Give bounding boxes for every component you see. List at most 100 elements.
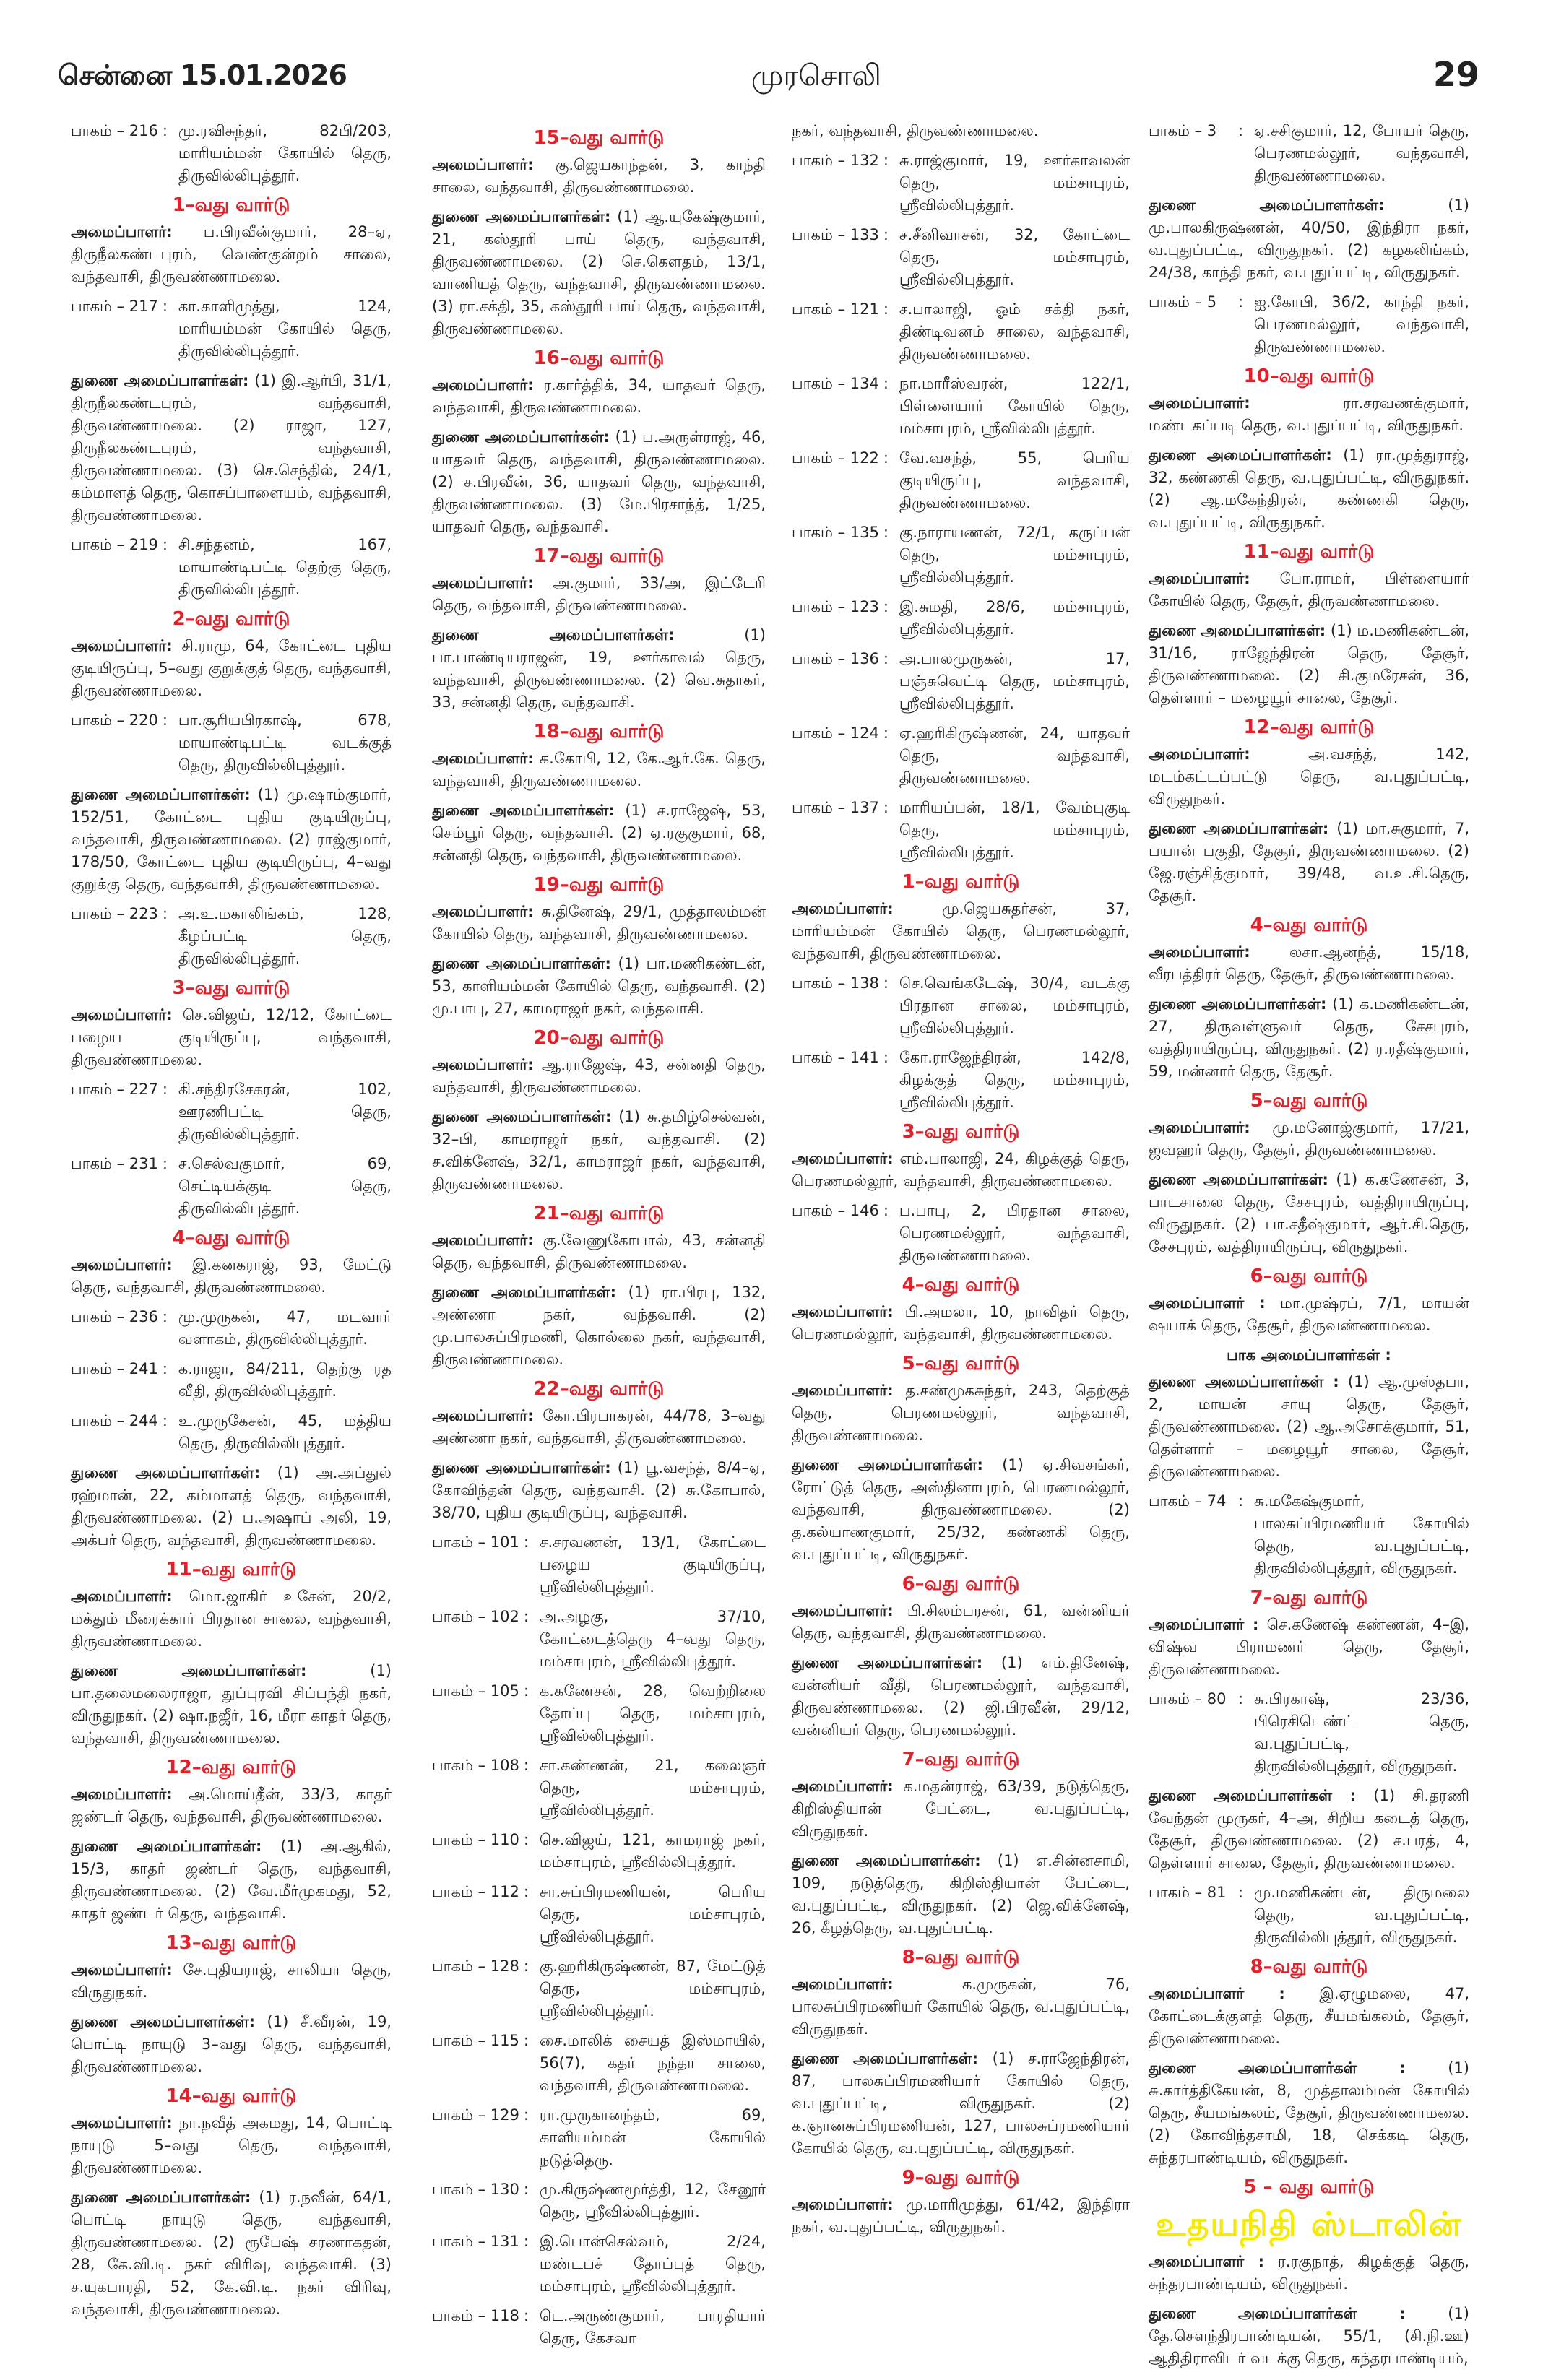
ward-heading: 5–வது வார்டு (902, 1353, 1020, 1375)
member-details: (1) மு.பாலகிருஷ்ணன், 40/50, இந்திரா நகர்… (1149, 196, 1469, 281)
member-details: அ.மொய்தீன், 33/3, காதர் ஜண்டர் தெரு, வந்… (71, 1786, 392, 1825)
ward-heading: 15–வது வார்டு (533, 127, 665, 149)
role-label: அமைப்பாளர்: (792, 1382, 894, 1399)
role-label: துணை அமைப்பாளர்கள்: (71, 2189, 251, 2206)
role-label: அமைப்பாளர்: (71, 637, 173, 654)
role-label: அமைப்பாளர் : (1149, 1294, 1266, 1312)
member-entry: துணை அமைப்பாளர்கள்: (1) மா.சுகுமார், 7, … (1149, 818, 1469, 907)
member-entry: அமைப்பாளர் : மா.முஷ்ரப், 7/1, மாயன் ஷயாக… (1149, 1292, 1469, 1337)
booth-details: பா.சூரியபிரகாஷ், 678, மாயாண்டிபட்டி வடக்… (178, 711, 392, 774)
member-entry: துணை அமைப்பாளர்கள்: (1) எ.சின்னசாமி, 109… (792, 1850, 1130, 1939)
booth-label: பாகம் – 138 (792, 974, 879, 992)
member-details: (1) சு.தமிழ்செல்வன், 32–பி, காமராஜர் நகர… (432, 1108, 766, 1193)
role-label: அமைப்பாளர்: (432, 156, 534, 173)
colon-separator: : (883, 974, 889, 992)
member-details: (1) சி.தரணி வேந்தன் முருகர், 4–அ, சிறிய … (1149, 1787, 1469, 1871)
booth-entry: பாகம் – 129: ரா.முருகானந்தம், 69, காளியம்… (432, 2104, 766, 2171)
member-details: நகர், வந்தவாசி, திருவண்ணாமலை. (792, 122, 1039, 139)
colon-separator: : (523, 1883, 529, 1900)
role-label: துணை அமைப்பாளர்கள்: (792, 1456, 983, 1474)
member-details: மா.முஷ்ரப், 7/1, மாயன் ஷயாக் தெரு, தேசூர… (1149, 1294, 1469, 1334)
ward-heading: 22–வது வார்டு (533, 1378, 665, 1400)
booth-label: பாகம் – 135 (792, 524, 879, 541)
member-entry: அமைப்பாளர்: கோ.பிரபாகரன், 44/78, 3–வது அ… (432, 1405, 766, 1450)
member-entry: அமைப்பாளர் : செ.கணேஷ் கண்ணன், 4–இ, விஷ்வ… (1149, 1614, 1469, 1681)
role-label: அமைப்பாளர்: (432, 750, 534, 767)
ward-heading: 7–வது வார்டு (1250, 1587, 1368, 1609)
booth-entry: பாகம் – 141: கோ.ராஜேந்திரன், 142/8, கிழக்… (792, 1047, 1130, 1114)
colon-separator: : (883, 1202, 889, 1219)
booth-entry: பாகம் – 74: சு.மகேஷ்குமார், பாலசுப்பிரமணி… (1149, 1490, 1469, 1580)
member-entry: துணை அமைப்பாளர்கள்: (1) மு.பாலகிருஷ்ணன்,… (1149, 194, 1469, 284)
role-label: துணை அமைப்பாளர்கள் : (1149, 2059, 1406, 2077)
booth-details: க.கணேசன், 28, வெற்றிலை தோப்பு தெரு, மம்ச… (539, 1682, 766, 1744)
booth-label: பாகம் – 133 (792, 226, 879, 243)
member-entry: அமைப்பாளர்: க.கோபி, 12, கே.ஆர்.கே. தெரு,… (432, 748, 766, 792)
role-label: அமைப்பாளர் : (1149, 1985, 1285, 2002)
page-number: 29 (1432, 55, 1479, 94)
member-entry: அமைப்பாளர் : இ.ஏழுமலை, 47, கோட்டைக்குளத்… (1149, 1983, 1469, 2050)
booth-details: ஏ.சசிகுமார், 12, போயர் தெரு, பெரணமல்லூர்… (1254, 122, 1469, 184)
booth-details: அ.பாலமுருகன், 17, பஞ்சுவெட்டி தெரு, மம்ச… (899, 650, 1130, 712)
ward-heading: 11–வது வார்டு (165, 1559, 297, 1580)
role-label: துணை அமைப்பாளர்கள்: (432, 1459, 611, 1476)
role-label: அமைப்பாளர்: (71, 1786, 173, 1803)
role-label: துணை அமைப்பாளர்கள்: (1149, 622, 1326, 639)
booth-entry: பாகம் – 5: ஐ.கோபி, 36/2, காந்தி நகர், பெர… (1149, 291, 1469, 358)
member-entry: துணை அமைப்பாளர்கள்: (1) பா.மணிகண்டன், 53… (432, 953, 766, 1020)
ward-heading: 3–வது வார்டு (902, 1121, 1020, 1143)
booth-entry: பாகம் – 115: சை.மாலிக் சையத் இஸ்மாயில், 5… (432, 2030, 766, 2097)
ward-heading: 21–வது வார்டு (533, 1203, 665, 1224)
colon-separator: : (162, 711, 168, 729)
booth-details: நா.மாரீஸ்வரன், 122/1, பிள்ளையார் கோயில் … (899, 375, 1130, 437)
role-label: அமைப்பாளர்: (1149, 745, 1250, 763)
member-details: (1) சீ.வீரன், 19, பொட்டி நாயுடு 3–வது தெ… (71, 2013, 392, 2075)
booth-entry: பாகம் – 136: அ.பாலமுருகன், 17, பஞ்சுவெட்ட… (792, 648, 1130, 715)
booth-label: பாகம் – 130 (432, 2181, 519, 2198)
ward-heading: 12–வது வார்டு (165, 1757, 297, 1778)
colon-separator: : (883, 1049, 889, 1066)
ward-heading: 2–வது வார்டு (172, 608, 290, 630)
booth-label: பாகம் – 244 (71, 1412, 158, 1429)
member-entry: துணை அமைப்பாளர்கள் : (1) சு.கார்த்திகேயன… (1149, 2057, 1469, 2169)
colon-separator: : (162, 1360, 168, 1377)
member-details: (1) ரா.பிரபு, 132, அண்ணா நகர், வந்தவாசி.… (432, 1284, 766, 1368)
member-entry: அமைப்பாளர்: சி.ராமு, 64, கோட்டை புதிய கு… (71, 635, 392, 702)
booth-entry: பாகம் – 123: இ.சுமதி, 28/6, மம்சாபுரம், ஸ… (792, 596, 1130, 641)
colon-separator: : (162, 298, 168, 315)
member-details: (1) இ.ஆர்பி, 31/1, திருநீலகண்டபுரம், வந்… (71, 372, 392, 524)
role-label: அமைப்பாளர்: (432, 1232, 534, 1249)
role-label: அமைப்பாளர்: (71, 1961, 173, 1978)
colon-separator: : (883, 375, 889, 392)
member-entry: துணை அமைப்பாளர்கள்: (1) அ.அப்துல் ரஹ்மான… (71, 1462, 392, 1552)
role-label: அமைப்பாளர்: (792, 1150, 894, 1167)
booth-label: பாகம் – 231 (71, 1155, 158, 1172)
member-details: த.சண்முகசுந்தர், 243, தெற்குத் தெரு, பெர… (792, 1382, 1130, 1444)
member-details: (1) ஆ.முஸ்தபா, 2, மாயன் சாயு தெரு, தேசூர… (1149, 1373, 1469, 1480)
member-entry: துணை அமைப்பாளர்கள்: (1) ச.ராஜேஷ், 53, செ… (432, 800, 766, 867)
member-entry: அமைப்பாளர்: எம்.பாலாஜி, 24, கிழக்குத் தெ… (792, 1148, 1130, 1193)
member-entry: அமைப்பாளர்: நா.நவீத் அகமது, 14, பொட்டி ந… (71, 2112, 392, 2179)
member-details: இ.ஏழுமலை, 47, கோட்டைக்குளத் தெரு, சீயமங்… (1149, 1985, 1469, 2047)
role-label: அமைப்பாளர்: (432, 1407, 534, 1424)
member-entry: துணை அமைப்பாளர்கள்: (1) மு.ஷாம்குமார், 1… (71, 784, 392, 896)
booth-entry: பாகம் – 227: கி.சந்திரசேகரன், 102, ஊரணிபட… (71, 1078, 392, 1146)
role-label: அமைப்பாளர் : (1149, 1616, 1259, 1633)
role-label: துணை அமைப்பாளர்கள்: (432, 626, 675, 644)
member-details: (1) ஆ.யுகேஷ்குமார், 21, கஸ்தூரி பாய் தெர… (432, 208, 766, 337)
member-details: க.மதன்ராஜ், 63/39, நடுத்தெரு, கிறிஸ்தியா… (792, 1778, 1130, 1840)
colon-separator: : (883, 152, 889, 169)
colon-separator: : (162, 122, 168, 139)
booth-details: கு.நாராயணன், 72/1, கருப்பன் தெரு, மம்சாப… (899, 524, 1130, 586)
colon-separator: : (883, 524, 889, 541)
ward-heading: 8–வது வார்டு (1250, 1956, 1368, 1978)
ward-heading: 9–வது வார்டு (902, 2167, 1020, 2189)
booth-entry: பாகம் – 231: ச.செல்வகுமார், 69, செட்டியக்… (71, 1153, 392, 1220)
member-details: செ.கணேஷ் கண்ணன், 4–இ, விஷ்வ பிராமணர் தெர… (1149, 1616, 1469, 1678)
member-details: (1) ம.மணிகண்டன், 31/16, ராஜேந்திரன் தெரு… (1149, 622, 1469, 706)
member-details: செ.விஜய், 12/12, கோட்டை பழைய குடியிருப்ப… (71, 1006, 392, 1068)
member-entry: துணை அமைப்பாளர்கள்: (1) க.மணிகண்டன், 27,… (1149, 993, 1469, 1083)
member-details: (1) மா.சுகுமார், 7, பயான் பகுதி, தேசூர்,… (1149, 820, 1469, 904)
colon-separator: : (523, 2181, 529, 2198)
booth-label: பாகம் – 141 (792, 1049, 879, 1066)
